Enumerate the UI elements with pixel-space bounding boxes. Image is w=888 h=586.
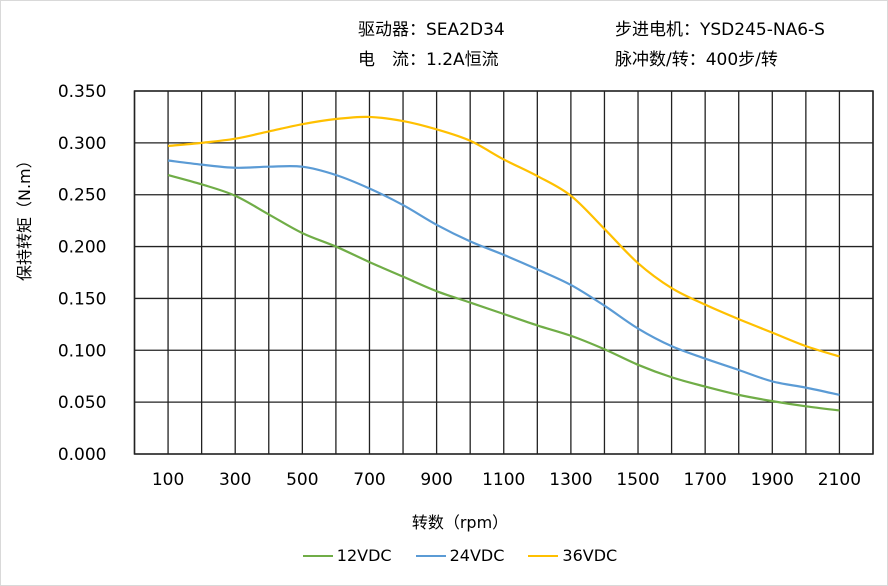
y-tick-label: 0.200 bbox=[58, 238, 107, 258]
series-line-36vdc bbox=[167, 115, 840, 358]
series-line-12vdc bbox=[167, 173, 840, 412]
x-axis-label: 转数（rpm） bbox=[411, 513, 509, 532]
legend-item: 12VDC bbox=[302, 546, 392, 565]
legend-label: 36VDC bbox=[562, 546, 618, 565]
x-tick-label: 300 bbox=[219, 470, 251, 490]
y-tick-label: 0.000 bbox=[58, 445, 107, 465]
y-tick-label: 0.300 bbox=[58, 134, 107, 154]
y-tick-label: 0.350 bbox=[58, 82, 107, 102]
legend-item: 36VDC bbox=[528, 546, 617, 565]
legend-swatch bbox=[302, 554, 333, 557]
motor-label: 步进电机：YSD245-NA6-S bbox=[615, 20, 825, 40]
x-tick-label: 900 bbox=[420, 470, 452, 490]
legend-swatch bbox=[528, 554, 559, 557]
x-tick-label: 100 bbox=[152, 470, 184, 490]
y-tick-label: 0.100 bbox=[58, 341, 107, 361]
x-tick-label: 700 bbox=[353, 470, 385, 490]
current-label: 电 流：1.2A恒流 bbox=[358, 50, 499, 70]
legend-swatch bbox=[415, 554, 446, 557]
legend-label: 24VDC bbox=[449, 546, 505, 565]
x-tick-label: 1300 bbox=[549, 470, 592, 490]
y-tick-label: 0.050 bbox=[58, 393, 107, 413]
x-tick-label: 1900 bbox=[751, 470, 794, 490]
y-tick-label: 0.150 bbox=[58, 289, 107, 309]
y-tick-label: 0.250 bbox=[58, 186, 107, 206]
x-tick-label: 1700 bbox=[684, 470, 727, 490]
pulses-label: 脉冲数/转：400步/转 bbox=[615, 50, 778, 70]
series-line-24vdc bbox=[167, 159, 840, 396]
x-tick-label: 500 bbox=[286, 470, 318, 490]
legend: 12VDC 24VDC 36VDC bbox=[1, 546, 887, 565]
driver-label: 驱动器：SEA2D34 bbox=[358, 20, 505, 40]
y-axis-label: 保持转矩（N.m） bbox=[15, 152, 34, 281]
plot-border bbox=[133, 90, 874, 455]
x-tick-label: 2100 bbox=[818, 470, 861, 490]
legend-item: 24VDC bbox=[415, 546, 505, 565]
x-tick-label: 1100 bbox=[482, 470, 525, 490]
legend-label: 12VDC bbox=[336, 546, 392, 565]
x-tick-label: 1500 bbox=[616, 470, 659, 490]
